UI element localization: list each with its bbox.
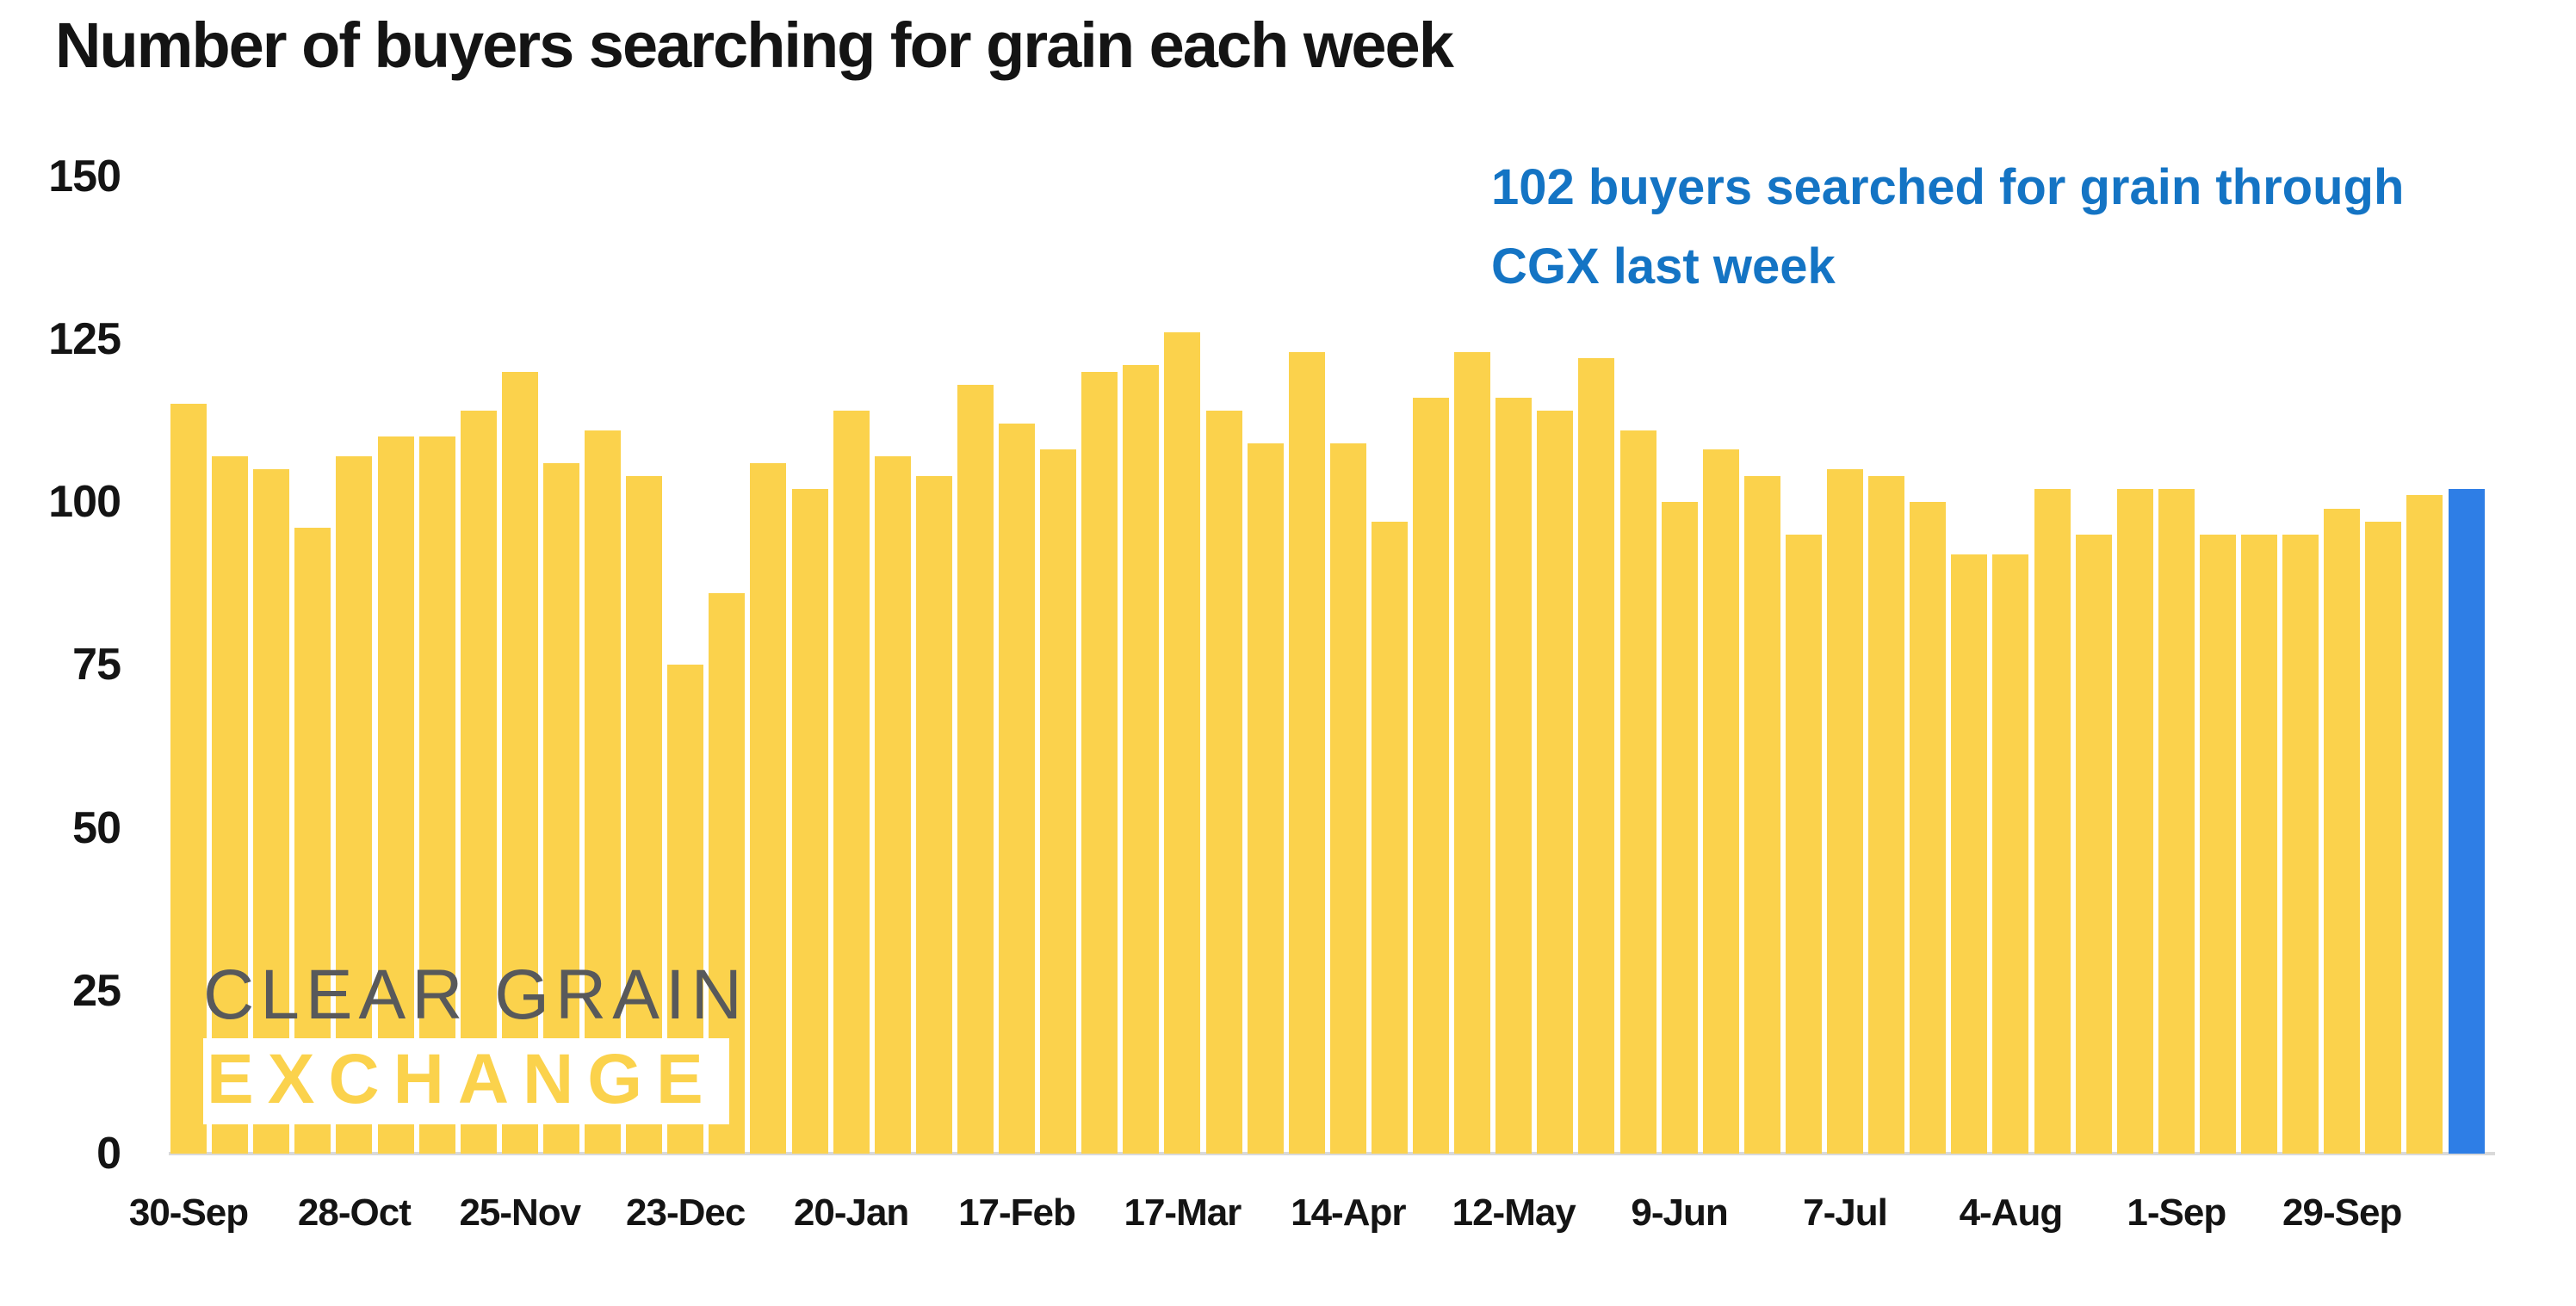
bar: [1288, 351, 1325, 1154]
bar: [2282, 534, 2319, 1154]
x-tick-label: 17-Feb: [958, 1191, 1076, 1234]
bar: [336, 456, 373, 1154]
y-tick-label: 100: [48, 477, 121, 527]
bar: [1205, 411, 1242, 1154]
bar: [2365, 521, 2402, 1154]
bar: [501, 371, 538, 1154]
x-tick-label: 4-Aug: [1959, 1191, 2064, 1234]
bar: [418, 436, 455, 1154]
x-tick-label: 28-Oct: [297, 1191, 412, 1234]
bar: [1247, 443, 1284, 1154]
bar: [1371, 521, 1408, 1154]
x-tick-label: 14-Apr: [1291, 1191, 1406, 1234]
watermark-text-clear-grain: CLEAR GRAIN: [203, 956, 748, 1034]
annotation: 102 buyers searched for grain through CG…: [1491, 148, 2404, 306]
bar: [2241, 534, 2277, 1154]
bar: [1619, 430, 1656, 1154]
bar: [874, 456, 911, 1154]
x-tick-label: 7-Jul: [1803, 1191, 1888, 1234]
bar-highlighted: [2448, 488, 2485, 1154]
bar: [1454, 351, 1491, 1154]
bar: [1040, 449, 1077, 1154]
chart-title: Number of buyers searching for grain eac…: [55, 9, 1454, 81]
y-tick-label: 75: [72, 640, 121, 690]
bar: [1164, 332, 1201, 1154]
x-tick-label: 17-Mar: [1124, 1191, 1242, 1234]
x-tick-label: 23-Dec: [626, 1191, 746, 1234]
watermark-logo: CLEAR GRAIN EXCHANGE: [203, 954, 748, 1124]
y-tick-label: 150: [48, 151, 121, 201]
bar: [2158, 488, 2195, 1154]
y-tick-label: 0: [96, 1129, 121, 1179]
bar: [377, 436, 414, 1154]
x-tick-label: 20-Jan: [793, 1191, 909, 1234]
bar: [212, 456, 249, 1154]
bar: [2324, 508, 2361, 1154]
bar: [791, 488, 828, 1154]
annotation-line-2: CGX last week: [1491, 238, 1836, 294]
bar: [957, 384, 994, 1154]
bar: [1910, 502, 1947, 1154]
x-tick-label: 1-Sep: [2127, 1191, 2226, 1234]
x-tick-label: 9-Jun: [1631, 1191, 1728, 1234]
y-tick-label: 25: [72, 965, 121, 1016]
bar: [1951, 554, 1988, 1154]
bar: [999, 424, 1035, 1154]
bar: [2199, 534, 2236, 1154]
bar: [170, 404, 207, 1154]
bar: [1413, 397, 1449, 1154]
bar: [1537, 411, 1574, 1154]
bar: [833, 411, 870, 1154]
bar: [1827, 469, 1863, 1154]
bar: [1329, 443, 1366, 1154]
bar: [460, 411, 497, 1154]
bar: [1123, 365, 1160, 1154]
watermark-text-exchange: EXCHANGE: [207, 1040, 717, 1118]
watermark-band: EXCHANGE: [203, 1038, 729, 1124]
bar: [1495, 397, 1533, 1154]
bar: [1743, 475, 1780, 1154]
bar: [1702, 449, 1739, 1154]
bar: [2075, 534, 2112, 1154]
bar: [750, 462, 787, 1154]
bar: [1661, 502, 1698, 1154]
bar: [2406, 495, 2443, 1154]
y-tick-label: 125: [48, 313, 121, 364]
x-tick-label: 30-Sep: [128, 1191, 249, 1234]
y-tick-label: 50: [72, 802, 121, 853]
bar: [2116, 488, 2153, 1154]
bar: [1785, 534, 1822, 1154]
x-axis-baseline: [169, 1152, 2495, 1155]
bar: [1868, 475, 1905, 1154]
annotation-line-1: 102 buyers searched for grain through: [1491, 159, 2405, 215]
x-tick-label: 12-May: [1452, 1191, 1576, 1234]
x-tick-label: 25-Nov: [459, 1191, 581, 1234]
bar: [915, 475, 952, 1154]
bar: [1992, 554, 2029, 1154]
bar: [1578, 358, 1615, 1154]
bar: [585, 430, 621, 1154]
x-tick-label: 29-Sep: [2282, 1191, 2402, 1234]
bar: [2034, 488, 2071, 1154]
bar: [1081, 371, 1118, 1154]
